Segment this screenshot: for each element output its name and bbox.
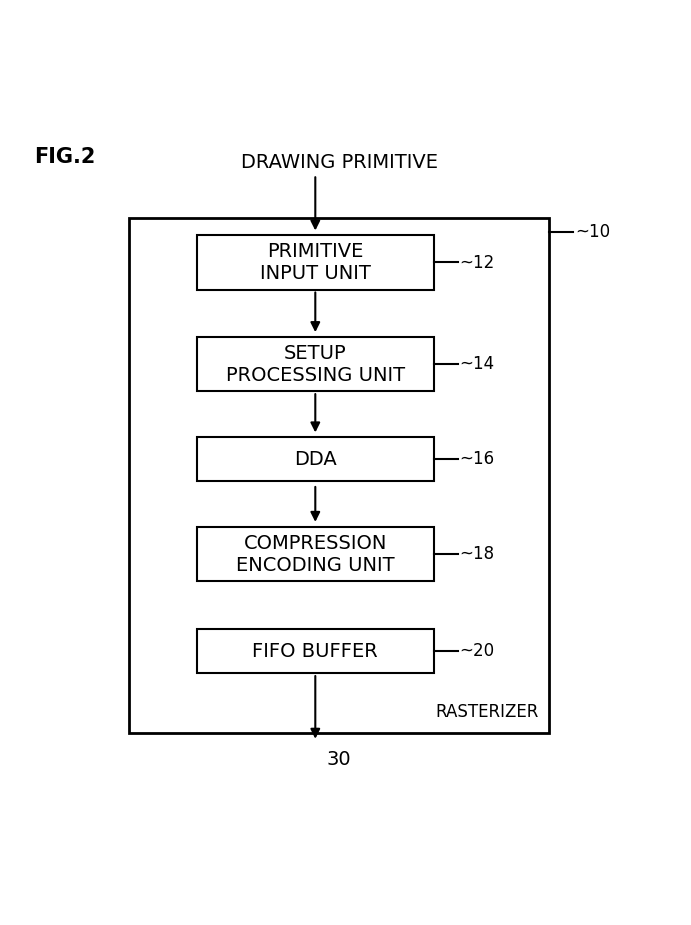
- Bar: [129, 218, 549, 734]
- Text: ~16: ~16: [460, 450, 494, 468]
- Text: ~10: ~10: [574, 223, 609, 241]
- Text: ~18: ~18: [460, 545, 494, 563]
- Text: PRIMITIVE
INPUT UNIT: PRIMITIVE INPUT UNIT: [260, 242, 370, 283]
- Text: FIFO BUFFER: FIFO BUFFER: [252, 641, 378, 660]
- Text: SETUP
PROCESSING UNIT: SETUP PROCESSING UNIT: [225, 344, 404, 385]
- Bar: [196, 527, 433, 581]
- Text: ~14: ~14: [460, 355, 494, 374]
- Text: ~12: ~12: [460, 253, 495, 272]
- Bar: [196, 438, 433, 481]
- Text: RASTERIZER: RASTERIZER: [435, 703, 538, 722]
- Bar: [196, 236, 433, 290]
- Bar: [196, 629, 433, 672]
- Text: 30: 30: [326, 750, 351, 769]
- Text: ~20: ~20: [460, 642, 494, 660]
- Text: COMPRESSION
ENCODING UNIT: COMPRESSION ENCODING UNIT: [236, 534, 395, 574]
- Text: FIG.2: FIG.2: [34, 147, 95, 167]
- Text: DDA: DDA: [294, 450, 337, 469]
- Text: DRAWING PRIMITIVE: DRAWING PRIMITIVE: [240, 153, 437, 172]
- Bar: [196, 337, 433, 391]
